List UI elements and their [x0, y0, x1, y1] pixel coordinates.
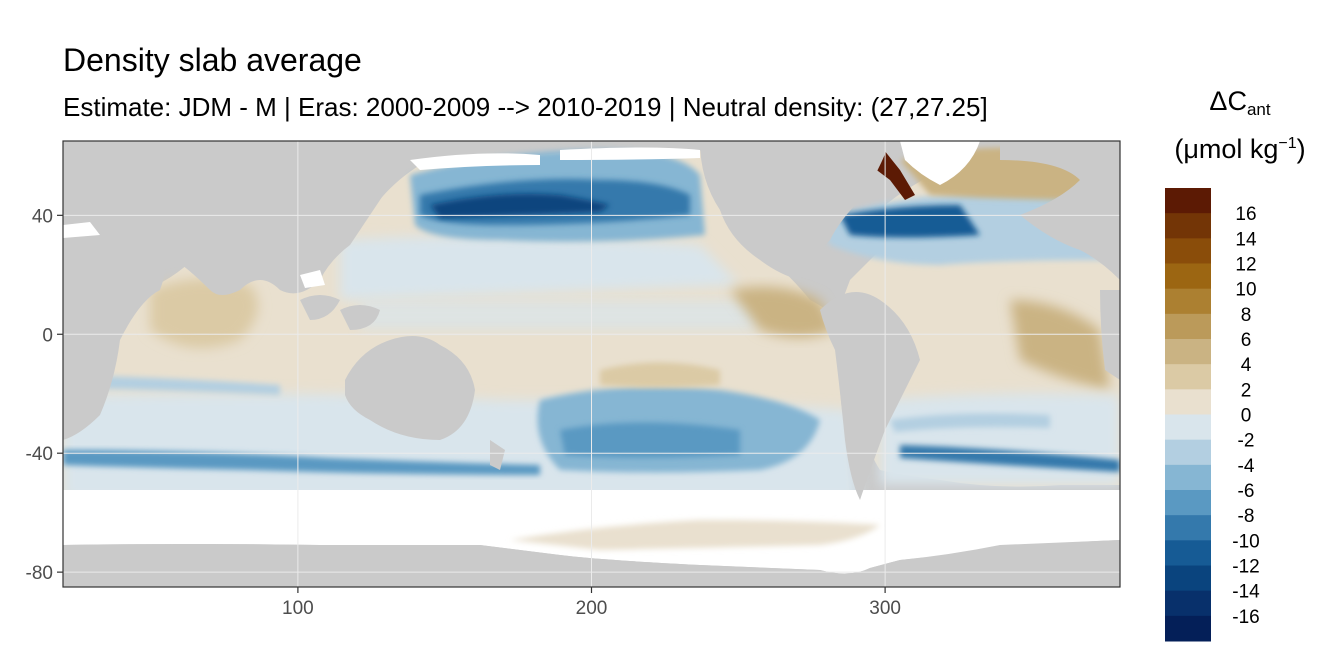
- x-tick-label: 100: [282, 598, 314, 619]
- legend-label: 0: [1241, 406, 1252, 427]
- legend-swatch: [1165, 188, 1211, 214]
- legend-label: 6: [1241, 330, 1252, 351]
- y-tick-label: 0: [42, 325, 53, 346]
- chart-subtitle: Estimate: JDM - M | Eras: 2000-2009 --> …: [63, 92, 988, 122]
- plot-area: [63, 141, 1120, 587]
- legend-swatch: [1165, 615, 1211, 642]
- legend-label: 12: [1235, 255, 1256, 276]
- legend-label: 2: [1241, 380, 1252, 401]
- legend-swatch: [1165, 238, 1211, 264]
- legend-label: -10: [1232, 531, 1259, 552]
- legend-label: -2: [1238, 431, 1255, 452]
- legend-label: -16: [1232, 607, 1259, 628]
- legend-swatch: [1165, 213, 1211, 239]
- chart-title: Density slab average: [63, 42, 362, 78]
- legend-title-symbol: ΔCant: [1209, 86, 1271, 119]
- legend-label: -4: [1238, 456, 1255, 477]
- y-axis: 40 0 -40 -80: [26, 206, 63, 584]
- legend-swatch: [1165, 339, 1211, 365]
- legend-swatch: [1165, 540, 1211, 566]
- legend-label: 8: [1241, 305, 1252, 326]
- y-tick-label: -80: [26, 563, 53, 584]
- legend-label: -14: [1232, 582, 1260, 603]
- legend-swatch: [1165, 439, 1211, 466]
- legend-label: 10: [1235, 280, 1256, 301]
- legend-swatch: [1165, 414, 1211, 441]
- legend-label: 14: [1235, 229, 1257, 250]
- legend-swatch: [1165, 464, 1211, 491]
- legend-swatch: [1165, 364, 1211, 390]
- legend-label: -8: [1238, 506, 1255, 527]
- legend-title-unit: (μmol kg−1): [1174, 134, 1306, 164]
- legend-swatch: [1165, 565, 1211, 592]
- x-tick-label: 300: [869, 598, 901, 619]
- legend-swatch: [1165, 288, 1211, 315]
- legend-swatch: [1165, 313, 1211, 340]
- legend-label: 4: [1241, 355, 1252, 376]
- y-tick-label: 40: [32, 206, 53, 227]
- legend-swatch: [1165, 263, 1211, 290]
- legend-label: -12: [1232, 557, 1259, 578]
- legend-swatch: [1165, 490, 1211, 516]
- legend-label: 16: [1235, 204, 1256, 225]
- legend-swatch: [1165, 515, 1211, 541]
- legend-swatch: [1165, 389, 1211, 415]
- x-axis: 100 200 300: [282, 587, 901, 619]
- y-tick-label: -40: [26, 444, 53, 465]
- x-tick-label: 200: [576, 598, 608, 619]
- legend-swatch: [1165, 590, 1211, 617]
- gridlines: [63, 141, 1120, 587]
- legend-label: -6: [1238, 481, 1255, 502]
- no-data-patches: [63, 147, 700, 288]
